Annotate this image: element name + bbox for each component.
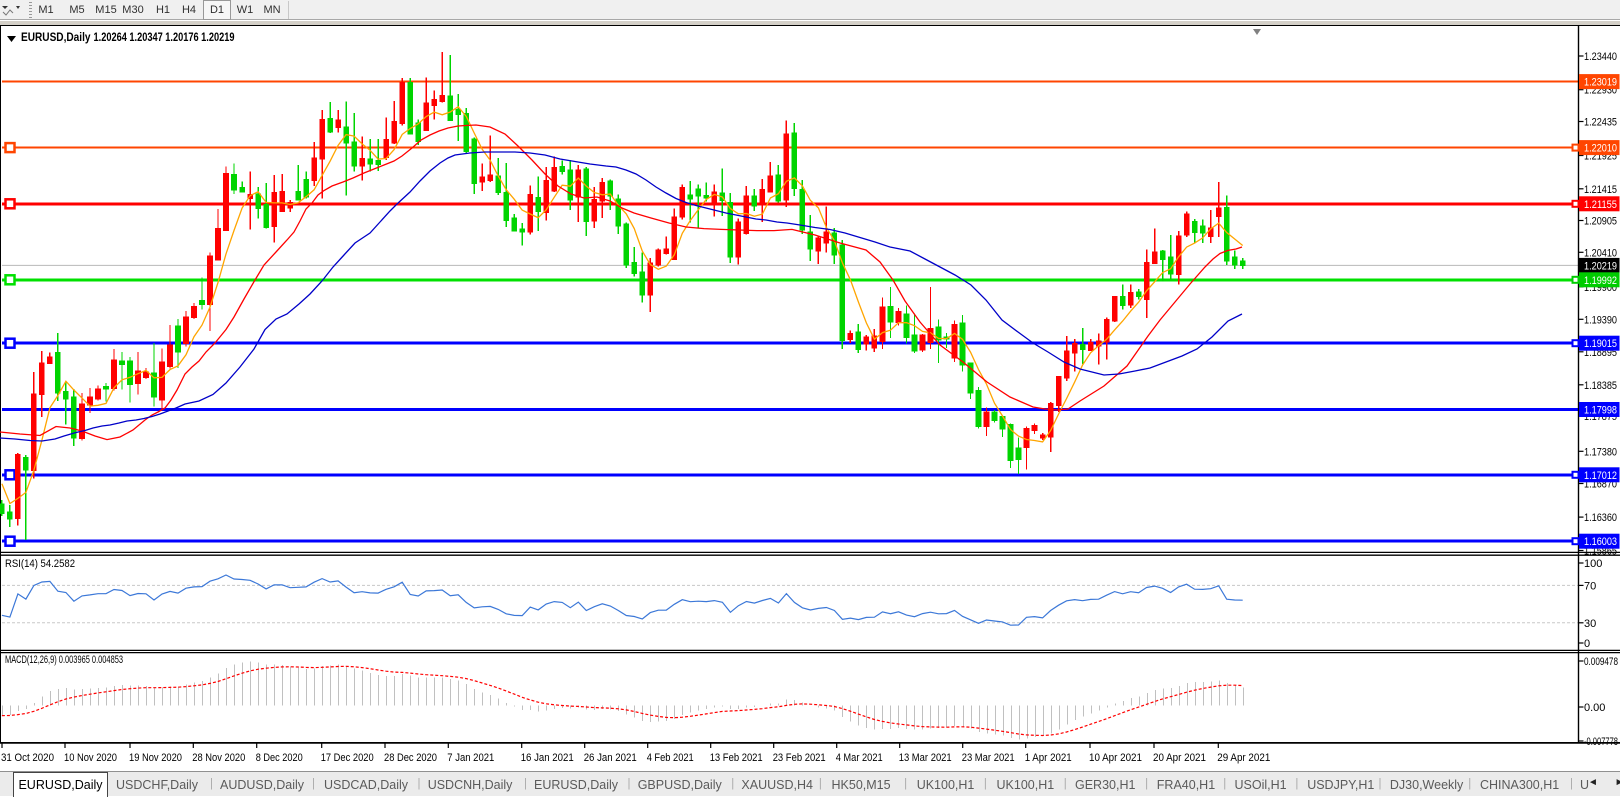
svg-text:-0.007778: -0.007778 (1584, 736, 1618, 748)
svg-text:29 Apr 2021: 29 Apr 2021 (1217, 752, 1270, 764)
svg-text:23 Feb 2021: 23 Feb 2021 (773, 752, 826, 764)
svg-text:10 Nov 2020: 10 Nov 2020 (64, 752, 117, 764)
svg-text:1.16003: 1.16003 (1584, 536, 1617, 548)
svg-text:1.22010: 1.22010 (1584, 143, 1617, 155)
svg-text:1.17380: 1.17380 (1584, 446, 1617, 458)
svg-text:30: 30 (1584, 618, 1596, 630)
svg-text:13 Mar 2021: 13 Mar 2021 (899, 752, 952, 764)
svg-text:28 Dec 2020: 28 Dec 2020 (384, 752, 437, 764)
svg-text:RSI(14) 54.2582: RSI(14) 54.2582 (5, 558, 75, 570)
svg-text:28 Nov 2020: 28 Nov 2020 (192, 752, 245, 764)
svg-text:23 Mar 2021: 23 Mar 2021 (962, 752, 1015, 764)
svg-text:0.009478: 0.009478 (1584, 656, 1618, 668)
svg-text:8 Dec 2020: 8 Dec 2020 (256, 752, 303, 764)
svg-text:1.20219: 1.20219 (1584, 260, 1617, 272)
svg-text:70: 70 (1584, 580, 1596, 592)
svg-text:1.19015: 1.19015 (1584, 338, 1617, 350)
svg-text:0.00: 0.00 (1584, 702, 1605, 714)
svg-text:1 Apr 2021: 1 Apr 2021 (1025, 752, 1072, 764)
svg-text:100: 100 (1584, 558, 1602, 570)
svg-text:EURUSD,Daily: EURUSD,Daily (21, 32, 91, 44)
svg-text:1.20264 1.20347 1.20176 1.2021: 1.20264 1.20347 1.20176 1.20219 (94, 32, 235, 44)
svg-text:1.21415: 1.21415 (1584, 184, 1617, 196)
svg-text:1.16360: 1.16360 (1584, 512, 1617, 524)
svg-text:7 Jan 2021: 7 Jan 2021 (447, 752, 494, 764)
svg-text:1.19992: 1.19992 (1584, 275, 1617, 287)
svg-text:MACD(12,26,9) 0.003965 0.00485: MACD(12,26,9) 0.003965 0.004853 (5, 654, 123, 666)
svg-text:1.20410: 1.20410 (1584, 247, 1617, 259)
svg-text:4 Mar 2021: 4 Mar 2021 (836, 752, 883, 764)
svg-text:16 Jan 2021: 16 Jan 2021 (521, 752, 574, 764)
svg-text:1.20905: 1.20905 (1584, 216, 1617, 228)
svg-text:1.23019: 1.23019 (1584, 77, 1617, 89)
svg-text:1.23440: 1.23440 (1584, 51, 1617, 63)
svg-text:20 Apr 2021: 20 Apr 2021 (1153, 752, 1206, 764)
svg-text:19 Nov 2020: 19 Nov 2020 (129, 752, 182, 764)
svg-text:17 Dec 2020: 17 Dec 2020 (321, 752, 374, 764)
svg-text:26 Jan 2021: 26 Jan 2021 (584, 752, 637, 764)
svg-text:31 Oct 2020: 31 Oct 2020 (1, 752, 54, 764)
svg-text:1.18385: 1.18385 (1584, 380, 1617, 392)
svg-text:1.17012: 1.17012 (1584, 470, 1617, 482)
svg-text:1.22435: 1.22435 (1584, 117, 1617, 129)
svg-text:13 Feb 2021: 13 Feb 2021 (710, 752, 763, 764)
svg-text:1.19390: 1.19390 (1584, 314, 1617, 326)
svg-text:0: 0 (1584, 638, 1590, 650)
svg-text:1.17998: 1.17998 (1584, 405, 1617, 417)
svg-text:1.21155: 1.21155 (1584, 199, 1617, 211)
svg-text:4 Feb 2021: 4 Feb 2021 (647, 752, 694, 764)
svg-text:10 Apr 2021: 10 Apr 2021 (1089, 752, 1142, 764)
